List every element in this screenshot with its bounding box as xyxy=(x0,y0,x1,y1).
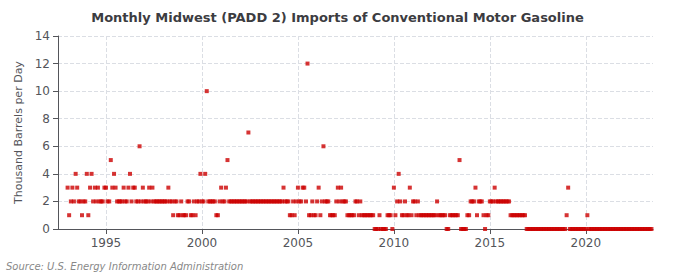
svg-text:2020: 2020 xyxy=(571,236,602,250)
svg-text:6: 6 xyxy=(42,139,50,153)
svg-text:Thousand Barrels per Day: Thousand Barrels per Day xyxy=(12,61,25,205)
svg-text:12: 12 xyxy=(35,57,50,71)
svg-text:2010: 2010 xyxy=(379,236,410,250)
svg-text:1995: 1995 xyxy=(91,236,122,250)
svg-text:2000: 2000 xyxy=(187,236,218,250)
svg-text:8: 8 xyxy=(42,112,50,126)
svg-text:0: 0 xyxy=(42,222,50,236)
svg-text:2: 2 xyxy=(42,194,50,208)
svg-text:14: 14 xyxy=(35,29,50,43)
svg-text:2005: 2005 xyxy=(283,236,314,250)
svg-text:4: 4 xyxy=(42,167,50,181)
svg-text:2015: 2015 xyxy=(475,236,506,250)
svg-text:10: 10 xyxy=(35,84,50,98)
svg-text:Source: U.S. Energy Informatio: Source: U.S. Energy Information Administ… xyxy=(6,261,243,272)
svg-text:Monthly Midwest (PADD 2) Impor: Monthly Midwest (PADD 2) Imports of Conv… xyxy=(91,10,584,25)
